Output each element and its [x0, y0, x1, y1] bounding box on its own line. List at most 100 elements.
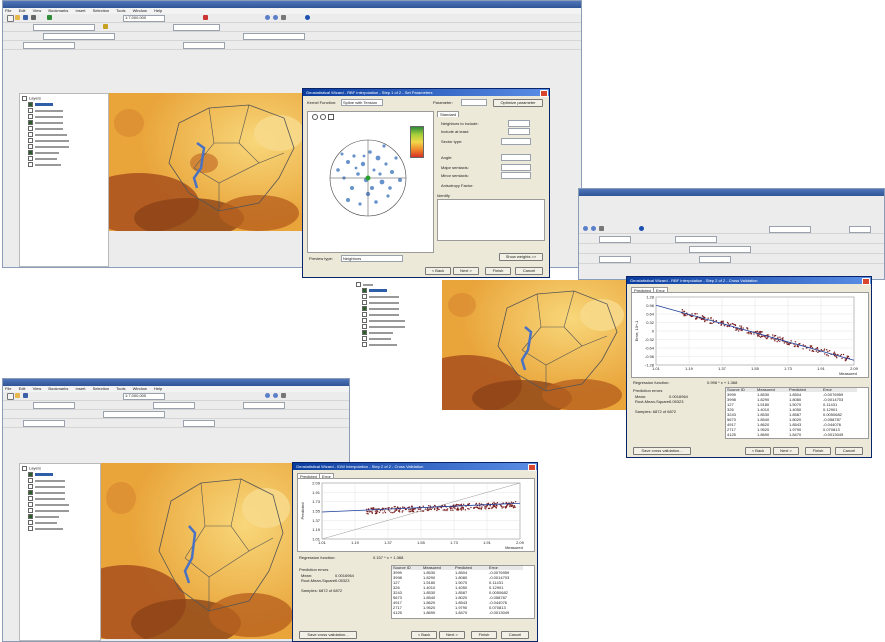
menu-file[interactable]: File [5, 8, 12, 13]
add-data-icon[interactable] [47, 15, 52, 20]
kernel-function-select[interactable] [341, 99, 383, 106]
pan-icon[interactable] [281, 393, 286, 398]
cross-validation-table[interactable]: Source ID Measured Predicted Error 3999 1.853… [725, 387, 869, 439]
checkbox-icon[interactable] [22, 96, 27, 101]
zoom-out-icon[interactable] [320, 114, 326, 120]
geostatistical-combo[interactable] [243, 402, 285, 409]
preview-type-select[interactable] [341, 255, 403, 262]
checkbox-icon[interactable] [28, 120, 33, 125]
checkbox-icon[interactable] [362, 300, 367, 305]
checkbox-icon[interactable] [362, 336, 367, 341]
menu-insert[interactable]: Insert [75, 386, 86, 391]
cancel-button[interactable]: Cancel [501, 631, 529, 639]
cancel-button[interactable]: Cancel [515, 267, 543, 275]
map-view-top[interactable] [109, 93, 305, 231]
optimize-parameter-button[interactable]: Optimize parameter [493, 99, 543, 107]
menu-bookmarks[interactable]: Bookmarks [48, 386, 69, 391]
print-icon[interactable] [31, 15, 36, 20]
layer-select[interactable] [699, 256, 731, 263]
menu-selection[interactable]: Selection [92, 386, 110, 391]
next-button[interactable]: Next > [773, 447, 799, 455]
include-at-least-input[interactable] [508, 128, 530, 135]
menu-file[interactable]: File [5, 386, 12, 391]
next-button[interactable]: Next > [439, 631, 465, 639]
checkbox-icon[interactable] [22, 466, 27, 471]
back-button[interactable]: < Back [425, 267, 451, 275]
menu-edit[interactable]: Edit [18, 386, 26, 391]
zoom-out-icon[interactable] [273, 15, 278, 20]
zoom-out-icon[interactable] [273, 393, 278, 398]
target-combo[interactable] [689, 246, 751, 253]
checkbox-icon[interactable] [28, 114, 33, 119]
save-icon[interactable] [23, 393, 28, 398]
menu-selection[interactable]: Selection [92, 8, 110, 13]
neighbors-to-include-input[interactable] [508, 120, 530, 127]
search-combo[interactable] [849, 226, 871, 233]
checkbox-icon[interactable] [28, 514, 33, 519]
sector-type-select[interactable] [501, 138, 531, 145]
checkbox-icon[interactable] [28, 150, 33, 155]
checkbox-icon[interactable] [28, 144, 33, 149]
checkbox-icon[interactable] [28, 108, 33, 113]
menu-tools[interactable]: Tools [116, 8, 126, 13]
pan-icon[interactable] [599, 226, 604, 231]
geostat-combo[interactable] [769, 226, 811, 233]
target-combo[interactable] [103, 411, 165, 418]
menu-tools[interactable]: Tools [116, 386, 126, 391]
menu-view[interactable]: View [32, 8, 42, 13]
close-icon[interactable] [862, 278, 870, 285]
menu-window[interactable]: Window [132, 386, 147, 391]
zoom-in-icon[interactable] [265, 15, 270, 20]
checkbox-icon[interactable] [28, 138, 33, 143]
zoom-in-icon[interactable] [312, 114, 318, 120]
checkbox-icon[interactable] [28, 502, 33, 507]
scale-combo[interactable] [123, 393, 165, 400]
identify-icon[interactable] [639, 226, 644, 231]
tab-standard[interactable]: Standard [437, 111, 460, 117]
open-icon[interactable] [15, 15, 20, 20]
layer-select[interactable] [183, 420, 215, 427]
zoom-in-icon[interactable] [265, 393, 270, 398]
checkbox-icon[interactable] [362, 312, 367, 317]
parameter-input[interactable] [461, 99, 487, 106]
geostat-icon[interactable] [103, 24, 108, 29]
cross-validation-table[interactable]: Source ID Measured Predicted Error 3999 1.853… [391, 565, 535, 619]
map-view-bottom[interactable] [101, 463, 293, 639]
menu-help[interactable]: Help [153, 8, 163, 13]
map-view-right[interactable] [442, 280, 626, 410]
checkbox-icon[interactable] [28, 526, 33, 531]
close-icon[interactable] [540, 90, 548, 97]
spatial-combo[interactable] [173, 24, 220, 31]
checkbox-icon[interactable] [362, 288, 367, 293]
finish-button[interactable]: Finish [485, 267, 511, 275]
layer-select[interactable] [183, 42, 225, 49]
checkbox-icon[interactable] [28, 102, 33, 107]
tab-error[interactable]: Error [653, 287, 668, 293]
new-icon[interactable] [7, 15, 14, 22]
checkbox-icon[interactable] [28, 484, 33, 489]
show-weights-button[interactable]: Show weights >> [499, 253, 543, 261]
checkbox-icon[interactable] [28, 496, 33, 501]
pan-icon[interactable] [281, 15, 286, 20]
cancel-button[interactable]: Cancel [835, 447, 863, 455]
layer-combo[interactable] [599, 236, 631, 243]
checkbox-icon[interactable] [28, 162, 33, 167]
geostatistical-combo[interactable] [43, 33, 115, 40]
angle-input[interactable] [501, 154, 531, 161]
checkbox-icon[interactable] [362, 330, 367, 335]
checkbox-icon[interactable] [28, 472, 33, 477]
checkbox-icon[interactable] [28, 156, 33, 161]
neighbor-preview-panel[interactable] [307, 111, 434, 253]
target-combo[interactable] [243, 33, 305, 40]
back-button[interactable]: < Back [411, 631, 437, 639]
survey-combo[interactable] [599, 256, 631, 263]
menu-view[interactable]: View [32, 386, 42, 391]
checkbox-icon[interactable] [362, 342, 367, 347]
finish-button[interactable]: Finish [805, 447, 831, 455]
checkbox-icon[interactable] [362, 306, 367, 311]
checkbox-icon[interactable] [28, 478, 33, 483]
tab-error[interactable]: Error [319, 473, 334, 479]
menu-help[interactable]: Help [153, 386, 163, 391]
close-icon[interactable] [528, 464, 536, 471]
layer-combo[interactable] [33, 24, 95, 31]
